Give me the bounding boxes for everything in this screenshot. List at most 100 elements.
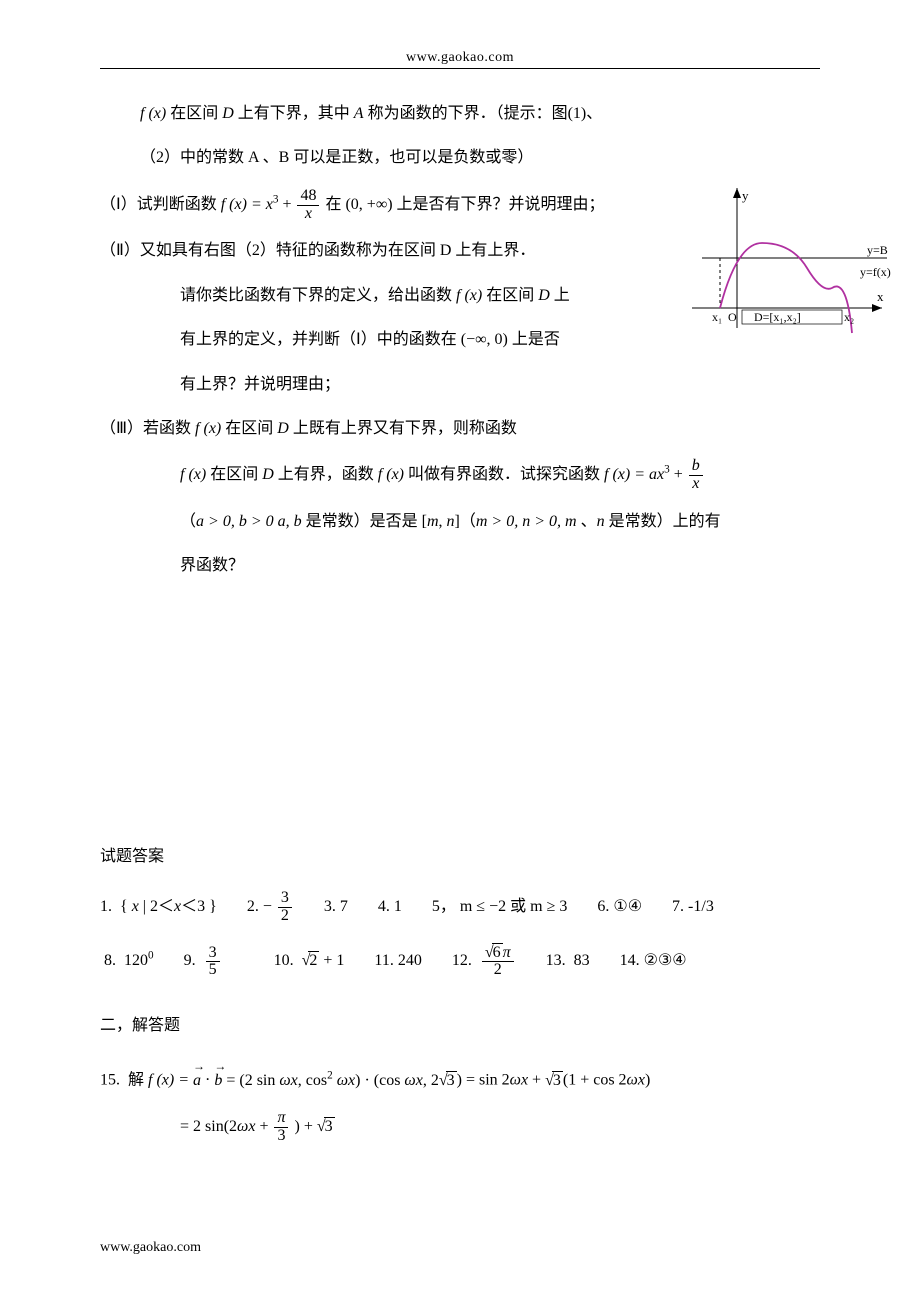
- q1-func: f (x) = x3: [221, 196, 279, 213]
- a8: 1200: [124, 952, 154, 969]
- num: π: [274, 1110, 288, 1128]
- graph-svg: y x y=B y=f(x) x₁ O x₂ D=[x₁,x₂]: [692, 188, 892, 358]
- answers-row-2: 8. 1200 9. 35 10. 2 + 1 11. 240 12. 6π 2…: [100, 942, 820, 980]
- math-fx: f (x): [140, 105, 166, 122]
- a6n: 6.: [597, 898, 609, 915]
- a2-frac: 32: [278, 890, 292, 925]
- interval: (−∞, 0): [461, 331, 508, 348]
- text: （: [460, 513, 476, 530]
- text: 请你类比函数有下界的定义，给出函数: [180, 287, 456, 304]
- rad: 3: [552, 1071, 563, 1089]
- page: www.gaokao.com f (x) 在区间 D 上有下界，其中 A 称为函…: [0, 0, 920, 1199]
- a14: ②③④: [644, 952, 687, 969]
- a6: ①④: [613, 898, 642, 915]
- label-x: x: [877, 289, 884, 304]
- sup: 0: [148, 950, 154, 962]
- num: 3: [278, 890, 292, 908]
- a4n: 4.: [378, 898, 390, 915]
- text: 上: [550, 287, 570, 304]
- pi: π: [503, 944, 511, 961]
- text: （Ⅲ）若函数: [100, 420, 195, 437]
- a14n: 14.: [620, 952, 640, 969]
- q1-label: （Ⅰ）试判断函数: [100, 196, 221, 213]
- a5b: m ≥ 3: [530, 898, 567, 915]
- math-fx: f (x): [180, 466, 206, 483]
- vec-a: a: [193, 1066, 201, 1096]
- a8n: 8.: [104, 952, 116, 969]
- num: 3: [206, 945, 220, 963]
- a2n: 2.: [247, 898, 259, 915]
- answers-section: 试题答案 1. { x | 2＜x＜3 } 2. − 32 3. 7 4. 1 …: [100, 842, 820, 981]
- rad: 6: [492, 943, 503, 961]
- label-x2: x₂: [844, 310, 854, 324]
- x-arrow-icon: [872, 304, 882, 312]
- a13: 83: [574, 952, 590, 969]
- q15-line2: = 2 sin(2ωx + π3 ) + 3: [100, 1110, 820, 1145]
- text: 在区间: [482, 287, 538, 304]
- text: （: [180, 513, 196, 530]
- n: n: [597, 513, 605, 530]
- den: 2: [482, 962, 514, 979]
- paragraph-intro-1: f (x) 在区间 D 上有下界，其中 A 称为函数的下界．（提示：图(1)、: [100, 99, 820, 129]
- q15-head: 解: [128, 1072, 148, 1089]
- text: 在区间: [170, 105, 222, 122]
- text: 上既有上界又有下界，则称函数: [289, 420, 517, 437]
- math-D: D: [222, 105, 234, 122]
- cond: a > 0, b > 0 a, b: [196, 513, 302, 530]
- a10n: 10.: [274, 952, 294, 969]
- q15-line1: 15. 解 f (x) = a · b = (2 sin ωx, cos2 ωx…: [100, 1065, 820, 1096]
- q1-tail: 在 (0, +∞) 上是否有下界？并说明理由；: [325, 196, 604, 213]
- cond2: m > 0, n > 0, m: [476, 513, 577, 530]
- eq1e: (1 + cos 2ωx): [563, 1072, 650, 1089]
- frac-b-x: b x: [689, 458, 703, 493]
- a11: 240: [398, 952, 422, 969]
- rad: 2: [308, 951, 319, 969]
- question-3-l2: f (x) 在区间 D 上有界，函数 f (x) 叫做有界函数．试探究函数 f …: [100, 458, 820, 493]
- dot: ·: [205, 1072, 214, 1089]
- paragraph-intro-2: （2）中的常数 A 、B 可以是正数，也可以是负数或零）: [100, 143, 820, 173]
- text: 、: [577, 513, 597, 530]
- a4: 1: [394, 898, 402, 915]
- a9n: 9.: [184, 952, 196, 969]
- label-yB: y=B: [867, 243, 888, 257]
- plus: +: [282, 196, 295, 213]
- figure-graph: y x y=B y=f(x) x₁ O x₂ D=[x₁,x₂]: [692, 188, 892, 358]
- a12-frac: 6π 2: [482, 945, 514, 980]
- text: 上是否: [508, 331, 560, 348]
- eq2a: = 2 sin(2ωx +: [180, 1118, 272, 1135]
- num: b: [689, 458, 703, 476]
- a9-frac: 35: [206, 945, 220, 980]
- text: 有上界的定义，并判断（Ⅰ）中的函数在: [180, 331, 461, 348]
- question-2-l4: 有上界？并说明理由；: [100, 370, 820, 400]
- or: 或: [506, 898, 530, 915]
- a1n: 1.: [100, 898, 112, 915]
- text: 在区间: [221, 420, 277, 437]
- base: 120: [124, 952, 148, 969]
- a5: m ≤ −2: [460, 898, 506, 915]
- den: x: [689, 476, 703, 493]
- a1: { x | 2＜x＜3 }: [116, 898, 217, 915]
- label-x1: x₁: [712, 310, 722, 324]
- label-domain: D=[x₁,x₂]: [754, 310, 801, 324]
- q3-func: f (x) = ax3: [604, 466, 670, 483]
- a3n: 3.: [324, 898, 336, 915]
- math-D: D: [262, 466, 274, 483]
- text: 称为函数的下界．（提示：图(1)、: [368, 105, 603, 122]
- question-3-l4: 界函数？: [100, 551, 820, 581]
- eq: = (2 sin ωx, cos2 ωx) · (cos ωx, 2: [226, 1072, 438, 1089]
- a3: 7: [340, 898, 348, 915]
- question-3-l1: （Ⅲ）若函数 f (x) 在区间 D 上既有上界又有下界，则称函数: [100, 414, 820, 444]
- frac-48-x: 48 x: [297, 188, 319, 223]
- a2-neg: −: [263, 898, 272, 915]
- text: 上有下界，其中: [238, 105, 354, 122]
- eq1d: ) = sin 2ωx +: [457, 1072, 545, 1089]
- sup2: 2: [327, 1069, 333, 1081]
- sqrt3c: 3: [317, 1112, 335, 1142]
- a10-tail: + 1: [319, 952, 344, 969]
- text: 在区间: [206, 466, 262, 483]
- math-D: D: [538, 287, 550, 304]
- text: 上有界，函数: [274, 466, 378, 483]
- answers-row-1: 1. { x | 2＜x＜3 } 2. − 32 3. 7 4. 1 5， m …: [100, 888, 820, 926]
- den: 3: [274, 1128, 288, 1145]
- math-A: A: [354, 105, 364, 122]
